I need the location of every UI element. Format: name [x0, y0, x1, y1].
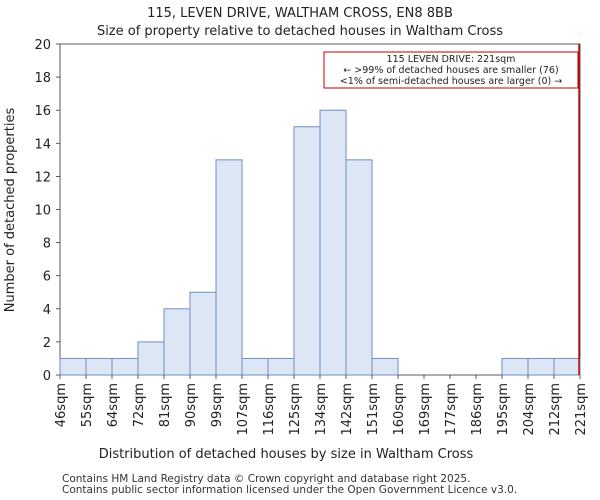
x-axis-title: Distribution of detached houses by size … — [99, 447, 474, 462]
x-tick-label: 99sqm — [210, 383, 225, 427]
footer-licence: Contains public sector information licen… — [62, 484, 518, 496]
x-tick-label: 151sqm — [366, 383, 381, 436]
histogram-bar — [527, 357, 555, 376]
x-tick-label: 204sqm — [522, 383, 537, 436]
y-tick-label: 18 — [34, 71, 51, 86]
histogram-bar — [137, 341, 165, 376]
x-tick-label: 107sqm — [236, 383, 251, 436]
histogram-bar — [553, 357, 581, 376]
x-tick-label: 195sqm — [496, 383, 511, 436]
x-tick-label: 46sqm — [54, 383, 69, 427]
plot-area: 0 2 4 6 8 10 12 14 16 18 20 46sqm 55sqm 64sqm 72sqm 81s… — [34, 38, 589, 436]
histogram-bar — [85, 357, 113, 376]
annotation-line: <1% of semi-detached houses are larger (… — [340, 76, 562, 87]
x-tick-label: 81sqm — [158, 383, 173, 427]
histogram-bar — [163, 308, 191, 376]
y-tick-label: 0 — [43, 369, 51, 384]
histogram-bar — [345, 159, 373, 376]
footer-copyright: Contains HM Land Registry data © Crown c… — [62, 473, 471, 485]
histogram-bar — [371, 357, 399, 376]
y-tick-label: 4 — [43, 303, 51, 318]
histogram-bar — [241, 357, 269, 376]
x-tick-label: 64sqm — [106, 383, 121, 427]
histogram-bar — [189, 291, 217, 376]
y-tick-label: 10 — [34, 204, 51, 219]
x-tick-label: 90sqm — [184, 383, 199, 427]
x-tick-label: 116sqm — [262, 383, 277, 436]
x-tick-label: 160sqm — [392, 383, 407, 436]
histogram-bar — [501, 357, 529, 376]
x-tick-label: 72sqm — [132, 383, 147, 427]
y-tick-label: 2 — [43, 336, 51, 351]
x-tick-label: 169sqm — [418, 383, 433, 436]
y-tick-label: 12 — [34, 170, 51, 185]
y-tick-label: 16 — [34, 104, 51, 119]
x-tick-label: 142sqm — [340, 383, 355, 436]
histogram-bar — [293, 126, 321, 376]
histogram-bar — [319, 109, 347, 376]
x-tick-label: 221sqm — [574, 383, 589, 436]
y-tick-label: 20 — [34, 38, 51, 53]
x-tick-label: 186sqm — [470, 383, 485, 436]
annotation-box — [323, 51, 579, 89]
x-tick-label: 55sqm — [80, 383, 95, 427]
x-tick-label: 125sqm — [288, 383, 303, 436]
x-tick-label: 134sqm — [314, 383, 329, 436]
y-tick-label: 6 — [43, 270, 51, 285]
histogram-bar — [215, 159, 243, 376]
y-tick-label: 14 — [34, 137, 51, 152]
histogram-bar — [59, 357, 87, 376]
histogram-bar — [267, 357, 295, 376]
y-axis-title: Number of detached properties — [3, 108, 18, 313]
y-tick-label: 8 — [43, 237, 51, 252]
annotation-line: 115 LEVEN DRIVE: 221sqm — [387, 54, 516, 65]
x-tick-label: 177sqm — [444, 383, 459, 436]
histogram-bar — [111, 357, 139, 376]
annotation-line: ← >99% of detached houses are smaller (7… — [343, 65, 558, 76]
chart-title: 115, LEVEN DRIVE, WALTHAM CROSS, EN8 8BB — [147, 6, 453, 21]
x-tick-label: 212sqm — [548, 383, 563, 436]
chart-subtitle: Size of property relative to detached ho… — [97, 24, 503, 39]
